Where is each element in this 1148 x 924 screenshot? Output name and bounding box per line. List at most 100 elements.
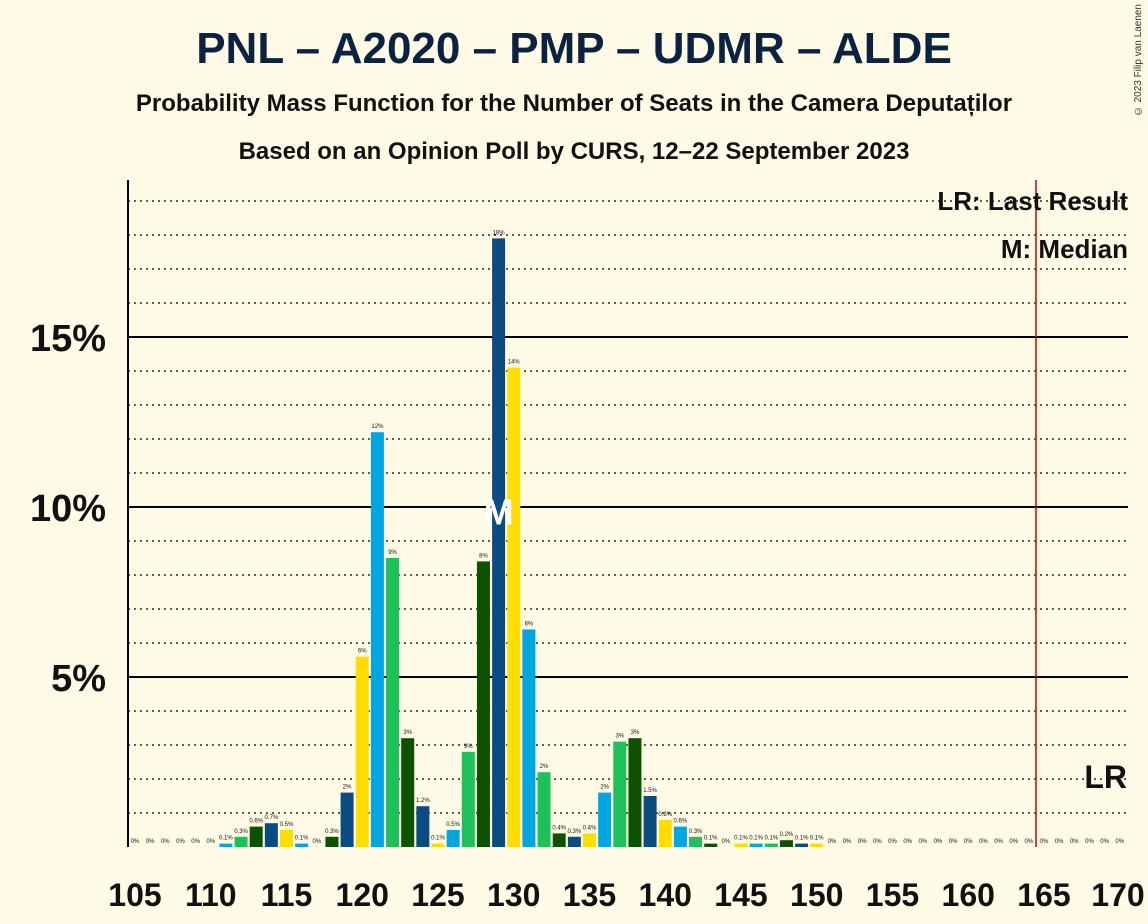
bar-value-label: 6% bbox=[358, 649, 367, 655]
bar-value-label: 0.5% bbox=[280, 822, 294, 828]
bar-seats-148 bbox=[779, 840, 793, 847]
bar-value-label: 0.1% bbox=[764, 836, 778, 842]
bar-value-label: 0% bbox=[146, 839, 155, 845]
bar-value-label: 0.6% bbox=[674, 819, 688, 825]
legend-median: M: Median bbox=[1000, 234, 1128, 264]
x-tick-label: 140 bbox=[639, 877, 692, 913]
bar-seats-112 bbox=[234, 836, 248, 847]
x-tick-label: 165 bbox=[1017, 877, 1070, 913]
bar-seats-125 bbox=[431, 843, 445, 847]
bar-seats-113 bbox=[249, 826, 263, 847]
bar-seats-131 bbox=[522, 629, 536, 847]
y-tick-label: 10% bbox=[30, 488, 106, 530]
x-tick-label: 155 bbox=[866, 877, 919, 913]
bar-seats-134 bbox=[567, 836, 581, 847]
bar-seats-126 bbox=[446, 830, 460, 847]
bar-value-label: 0% bbox=[176, 839, 185, 845]
bar-seats-111 bbox=[219, 843, 233, 847]
bar-value-label: 3% bbox=[464, 744, 473, 750]
bar-seats-145 bbox=[734, 843, 748, 847]
bar-value-label: 0% bbox=[1040, 839, 1049, 845]
bar-value-label: 0% bbox=[1085, 839, 1094, 845]
bar-value-label: 0% bbox=[934, 839, 943, 845]
median-marker: M bbox=[484, 492, 514, 533]
bar-seats-114 bbox=[264, 823, 278, 847]
bar-seats-142 bbox=[689, 836, 703, 847]
chart-subtitle: Probability Mass Function for the Number… bbox=[135, 90, 1013, 117]
bar-value-label: 12% bbox=[371, 424, 384, 430]
bar-seats-150 bbox=[810, 843, 824, 847]
last-result-label: LR bbox=[1084, 759, 1127, 795]
x-tick-label: 150 bbox=[790, 877, 843, 913]
bar-value-label: 0.7% bbox=[265, 815, 279, 821]
bar-value-label: 0.1% bbox=[795, 836, 809, 842]
legend-last-result: LR: Last Result bbox=[937, 186, 1128, 216]
bar-seats-129 bbox=[492, 238, 506, 847]
bar-seats-124 bbox=[416, 806, 430, 847]
x-tick-label: 145 bbox=[714, 877, 767, 913]
bar-value-label: 0.1% bbox=[734, 836, 748, 842]
bar-seats-122 bbox=[386, 558, 400, 847]
bar-seats-133 bbox=[552, 833, 566, 847]
bar-value-label: 0% bbox=[994, 839, 1003, 845]
bar-seats-135 bbox=[583, 833, 596, 847]
bar-value-label: 0.4% bbox=[552, 825, 566, 831]
x-tick-label: 105 bbox=[108, 877, 161, 913]
bar-value-label: 0% bbox=[161, 839, 170, 845]
chart-title: PNL – A2020 – PMP – UDMR – ALDE bbox=[196, 24, 952, 73]
bar-seats-130 bbox=[507, 367, 521, 847]
bar-seats-120 bbox=[355, 656, 369, 847]
bar-value-label: 0.1% bbox=[810, 836, 824, 842]
bar-value-label: 0% bbox=[918, 839, 927, 845]
bar-value-label: 8% bbox=[479, 553, 488, 559]
bar-value-label: 0.4% bbox=[583, 825, 597, 831]
bar-value-label: 0% bbox=[1070, 839, 1079, 845]
bar-seats-132 bbox=[537, 772, 551, 847]
bar-value-label: 0.3% bbox=[568, 829, 582, 835]
bar-value-label: 0.1% bbox=[704, 836, 718, 842]
bar-value-label: 2% bbox=[600, 785, 609, 791]
bar-seats-138 bbox=[628, 738, 642, 847]
x-tick-label: 110 bbox=[185, 877, 237, 913]
bar-value-label: 0% bbox=[949, 839, 958, 845]
bar-value-label: 0% bbox=[903, 839, 912, 845]
bar-value-label: 6% bbox=[525, 621, 534, 627]
chart-source: Based on an Opinion Poll by CURS, 12–22 … bbox=[238, 138, 910, 165]
bar-value-label: 0.3% bbox=[325, 829, 339, 835]
bar-value-label: 1.5% bbox=[643, 788, 657, 794]
bar-value-label: 2% bbox=[343, 785, 352, 791]
bar-value-label: 0.3% bbox=[234, 829, 248, 835]
bar-value-label: 0% bbox=[1100, 839, 1109, 845]
bar-value-label: 0% bbox=[858, 839, 867, 845]
bar-value-label: 0.3% bbox=[689, 829, 703, 835]
bar-seats-118 bbox=[325, 836, 339, 847]
x-tick-label: 160 bbox=[942, 877, 995, 913]
bar-value-label: 2% bbox=[540, 764, 549, 770]
bar-value-label: 0% bbox=[191, 839, 200, 845]
bar-value-label: 0% bbox=[1115, 839, 1124, 845]
bar-value-label: 0% bbox=[1025, 839, 1034, 845]
x-tick-label: 135 bbox=[563, 877, 616, 913]
bar-value-label: 0% bbox=[312, 839, 321, 845]
y-tick-label: 15% bbox=[30, 318, 106, 360]
bar-value-label: 0% bbox=[843, 839, 852, 845]
x-tick-label: 120 bbox=[336, 877, 389, 913]
bar-value-label: 0.5% bbox=[446, 822, 460, 828]
bar-seats-146 bbox=[749, 843, 763, 847]
bar-value-label: 3% bbox=[403, 730, 412, 736]
bar-value-label: 0% bbox=[1055, 839, 1064, 845]
bar-seats-121 bbox=[370, 432, 384, 847]
bar-value-label: 0% bbox=[722, 839, 731, 845]
bar-value-label: 0% bbox=[873, 839, 882, 845]
x-tick-label: 125 bbox=[411, 877, 464, 913]
bar-seats-128 bbox=[476, 561, 490, 847]
bar-seats-143 bbox=[704, 843, 718, 847]
bar-value-label: 14% bbox=[508, 360, 521, 366]
bar-seats-137 bbox=[613, 741, 627, 847]
bar-value-label: 0% bbox=[964, 839, 973, 845]
bar-value-label: 0.2% bbox=[780, 832, 794, 838]
bar-seats-136 bbox=[598, 792, 612, 847]
bar-seats-147 bbox=[764, 843, 778, 847]
bar-value-label: 3% bbox=[615, 734, 624, 740]
